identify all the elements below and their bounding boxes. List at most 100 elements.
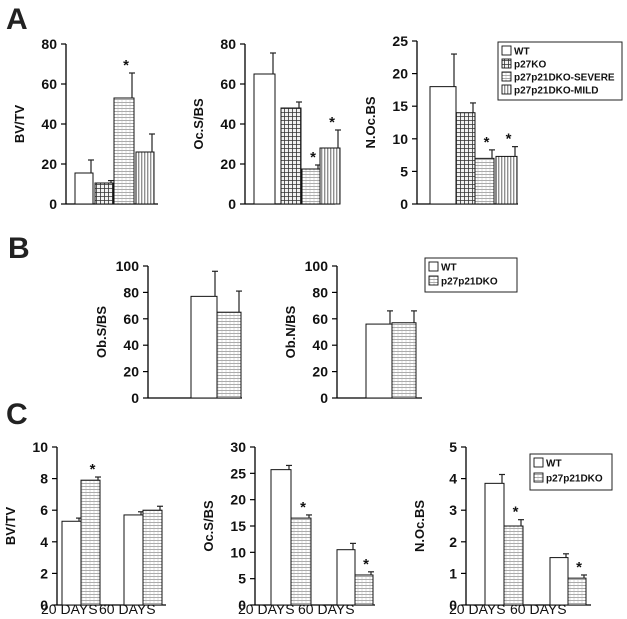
y-tick-label: 60 — [41, 76, 57, 92]
legend-label: WT — [441, 263, 457, 274]
panel-letter-a: A — [6, 3, 28, 36]
legend-label: p27p21DKO — [441, 277, 498, 288]
y-axis-label: N.Oc.BS — [363, 96, 378, 148]
x-category-label: 60 DAYS — [99, 601, 156, 617]
bar — [302, 169, 320, 204]
bar — [504, 526, 523, 605]
bar — [271, 470, 291, 605]
bar — [366, 324, 392, 398]
significance-star: * — [513, 504, 519, 521]
bar — [568, 578, 586, 605]
y-tick-label: 40 — [312, 337, 328, 353]
y-tick-label: 80 — [220, 36, 236, 52]
y-tick-label: 60 — [312, 311, 328, 327]
significance-star: * — [300, 499, 306, 516]
y-tick-label: 0 — [400, 196, 408, 212]
y-tick-label: 0 — [228, 196, 236, 212]
y-tick-label: 100 — [116, 258, 140, 274]
significance-star: * — [484, 134, 490, 151]
y-tick-label: 4 — [449, 471, 457, 487]
legend-label: WT — [546, 459, 562, 470]
y-tick-label: 20 — [123, 364, 139, 380]
panel-letter-b: B — [8, 232, 30, 265]
legend-b: WT p27p21DKO — [425, 258, 517, 292]
bar — [392, 323, 416, 398]
y-tick-label: 20 — [220, 156, 236, 172]
y-tick-label: 15 — [230, 518, 246, 534]
y-axis-label: Ob.N/BS — [283, 305, 298, 358]
y-tick-label: 40 — [123, 337, 139, 353]
x-category-label: 20 DAYS — [238, 601, 295, 617]
bar — [75, 173, 93, 204]
y-tick-label: 80 — [123, 284, 139, 300]
legend-c: WT p27p21DKO — [530, 454, 612, 490]
significance-star: * — [90, 461, 96, 478]
y-tick-label: 60 — [123, 311, 139, 327]
y-tick-label: 40 — [41, 116, 57, 132]
panel-letter-c: C — [6, 398, 28, 431]
y-tick-label: 25 — [392, 33, 408, 49]
legend-swatch — [502, 59, 511, 68]
y-tick-label: 60 — [220, 76, 236, 92]
bar — [281, 108, 301, 204]
y-axis-label: Oc.S/BS — [191, 98, 206, 150]
y-tick-label: 0 — [131, 390, 139, 406]
significance-star: * — [310, 149, 316, 166]
y-tick-label: 4 — [40, 534, 48, 550]
y-tick-label: 80 — [41, 36, 57, 52]
y-tick-label: 10 — [230, 544, 246, 560]
y-tick-label: 80 — [312, 284, 328, 300]
bar — [337, 550, 355, 605]
y-axis-label: Ob.S/BS — [94, 306, 109, 358]
significance-star: * — [123, 57, 129, 74]
y-axis-label: BV/TV — [3, 507, 18, 546]
y-tick-label: 25 — [230, 465, 246, 481]
y-tick-label: 3 — [449, 502, 457, 518]
legend-swatch — [502, 46, 511, 55]
bar — [136, 152, 154, 204]
y-tick-label: 20 — [312, 364, 328, 380]
chart-a3: 0 5 10 15 20 25 N.Oc.BS * * — [363, 33, 518, 212]
bar — [254, 74, 275, 204]
y-tick-label: 5 — [449, 439, 457, 455]
significance-star: * — [506, 131, 512, 148]
charts-group: 020406080BV/TV*020406080Oc.S/BS**0510152… — [3, 33, 591, 617]
significance-star: * — [576, 559, 582, 576]
legend-a: WT p27KO p27p21DKO-SEVERE p27p21DKO-MILD — [498, 42, 622, 100]
legend-label: p27p21DKO-SEVERE — [514, 73, 615, 84]
legend-swatch — [502, 85, 511, 94]
legend-swatch — [534, 458, 543, 467]
y-tick-label: 8 — [40, 471, 48, 487]
y-tick-label: 0 — [320, 390, 328, 406]
legend-swatch — [534, 473, 543, 482]
y-tick-label: 40 — [220, 116, 236, 132]
y-tick-label: 1 — [449, 565, 457, 581]
bar — [62, 521, 81, 605]
legend-label: p27p21DKO — [546, 474, 603, 485]
bar — [95, 183, 113, 204]
bar — [81, 480, 100, 605]
bar — [217, 312, 241, 398]
chart-b2: 0 20 40 60 80 100 Ob.N/BS — [283, 258, 422, 406]
y-tick-label: 10 — [32, 439, 48, 455]
chart-c2: 051015202530Oc.S/BS *20 DAYS*60 DAYS — [201, 439, 375, 617]
x-category-label: 60 DAYS — [298, 601, 355, 617]
legend-swatch — [429, 276, 438, 285]
chart-a1: 0 20 40 60 80 BV/TV * — [12, 36, 158, 212]
x-category-label: 60 DAYS — [510, 601, 567, 617]
y-axis-label: BV/TV — [12, 105, 27, 144]
y-axis-label: N.Oc.BS — [412, 500, 427, 552]
legend-label: p27p21DKO-MILD — [514, 86, 598, 97]
bar — [475, 158, 494, 204]
y-tick-label: 6 — [40, 502, 48, 518]
legend-label: p27KO — [514, 60, 546, 71]
legend-swatch — [429, 262, 438, 271]
bar — [191, 296, 217, 398]
y-tick-label: 5 — [238, 571, 246, 587]
bar — [485, 483, 504, 605]
bar — [124, 515, 143, 605]
x-category-label: 20 DAYS — [41, 601, 98, 617]
bar — [320, 148, 340, 204]
y-tick-label: 15 — [392, 98, 408, 114]
